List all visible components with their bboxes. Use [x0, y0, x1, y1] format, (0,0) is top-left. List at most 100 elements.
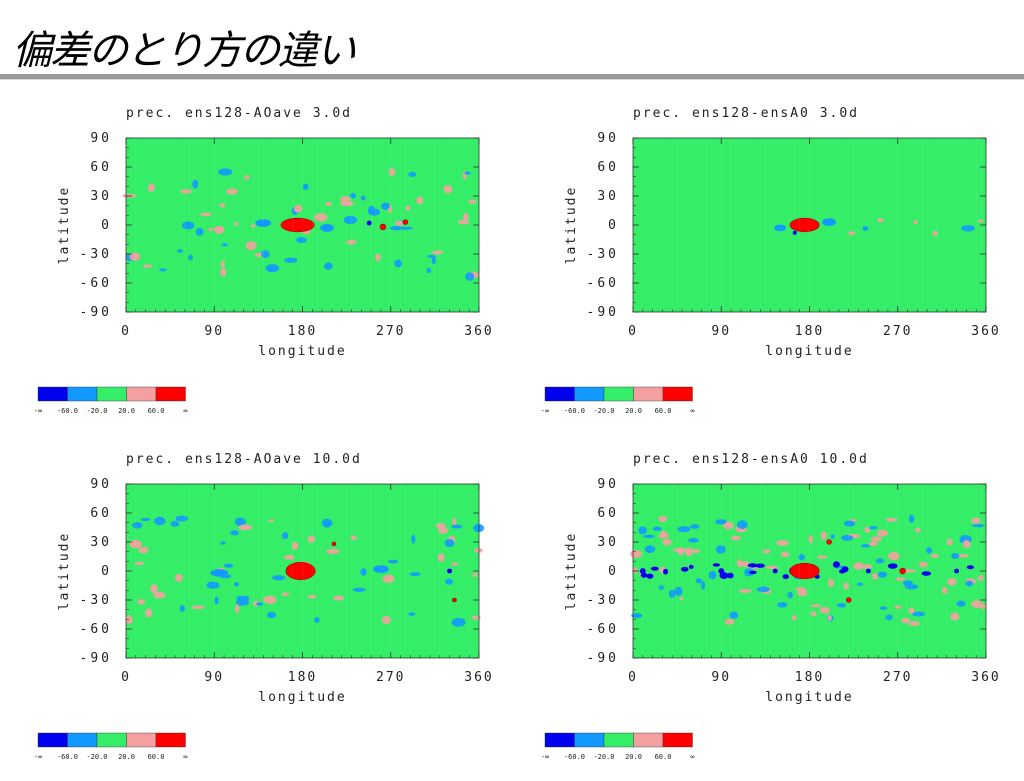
heatmap-anomaly: [677, 526, 691, 533]
heatmap-anomaly: [284, 257, 298, 263]
heatmap-anomaly: [388, 167, 396, 177]
y-tick-label: 90: [597, 477, 619, 492]
heatmap-anomaly: [360, 195, 366, 201]
colorbar-label: ∞: [183, 753, 187, 761]
chart-panel-aoave-10d: prec. ens128-AOave 10.0d 0 90 180 270 360 90 60…: [20, 441, 510, 781]
heatmap-anomaly: [887, 552, 900, 561]
heatmap-anomaly: [845, 597, 852, 603]
heatmap-anomaly: [730, 535, 741, 541]
heatmap-anomaly: [819, 606, 830, 614]
y-tick-label: 30: [597, 535, 619, 550]
heatmap-anomaly: [650, 566, 659, 571]
y-tick-label: 60: [597, 506, 619, 521]
colorbar-swatch: [574, 732, 605, 748]
heatmap-anomaly: [147, 183, 155, 192]
heatmap-anomaly: [860, 564, 873, 569]
heatmap-anomaly: [913, 220, 918, 225]
heatmap-anomaly: [451, 617, 466, 627]
colorbar-swatch: [96, 386, 127, 402]
y-tick-label: 0: [608, 218, 619, 233]
heatmap-anomaly: [408, 612, 416, 616]
heatmap-anomaly: [267, 611, 277, 619]
heatmap-anomaly: [394, 259, 403, 268]
heatmap-anomaly: [188, 254, 193, 261]
heatmap-anomaly: [218, 168, 233, 176]
heatmap-anomaly: [691, 548, 700, 554]
colorbar-swatch: [544, 386, 575, 402]
chart-title: prec. ens128-ensA0 3.0d: [633, 106, 859, 121]
heatmap-anomaly: [389, 226, 404, 231]
heatmap-anomaly: [843, 520, 856, 527]
y-tick-label: -90: [587, 651, 619, 666]
heatmap-anomaly: [451, 524, 463, 529]
y-tick-label: -90: [587, 305, 619, 320]
heatmap-anomaly: [631, 613, 643, 619]
heatmap-anomaly: [140, 517, 151, 522]
heatmap-anomaly: [325, 548, 340, 554]
heatmap-anomaly: [244, 174, 250, 180]
y-tick-label: -30: [80, 593, 112, 608]
heatmap-anomaly: [431, 250, 444, 255]
colorbar-label: -20.0: [86, 753, 107, 761]
heatmap-anomaly: [792, 230, 797, 235]
heatmap-anomaly: [447, 568, 453, 574]
heatmap-anomaly: [860, 544, 871, 548]
colorbar-swatch: [574, 386, 605, 402]
heatmap-anomaly: [472, 572, 478, 578]
heatmap-anomaly: [219, 267, 227, 277]
heatmap-anomaly: [142, 264, 153, 268]
colorbar-label: -20.0: [593, 407, 614, 415]
colorbar-label: 60.0: [655, 407, 672, 415]
heatmap-anomaly: [333, 595, 344, 601]
colorbar-label: -∞: [541, 407, 549, 415]
heatmap-anomaly: [848, 231, 856, 236]
heatmap-anomaly: [839, 569, 846, 574]
heatmap-anomaly: [284, 554, 295, 560]
heatmap-anomaly: [930, 553, 940, 558]
heatmap-anomaly: [238, 524, 253, 531]
colorbar-label: -20.0: [593, 753, 614, 761]
x-tick-label: 270: [376, 670, 405, 685]
heatmap-anomaly: [223, 563, 234, 568]
heatmap-anomaly: [810, 610, 817, 617]
heatmap-anomaly: [394, 220, 404, 226]
y-tick-label: 0: [101, 218, 112, 233]
heatmap-anomaly: [946, 538, 953, 546]
heatmap-anomaly: [324, 262, 333, 270]
heatmap-anomaly: [877, 218, 884, 223]
heatmap-anomaly: [373, 565, 389, 573]
heatmap-anomaly: [153, 591, 166, 599]
heatmap-anomaly: [281, 531, 289, 540]
heatmap-anomaly: [755, 563, 765, 568]
colorbar-label: 60.0: [655, 753, 672, 761]
heatmap-anomaly: [366, 220, 372, 226]
heatmap-anomaly: [774, 224, 786, 232]
x-axis-label: longitude: [258, 690, 346, 705]
heatmap-anomaly: [724, 618, 735, 625]
heatmap-anomaly: [465, 272, 475, 281]
heatmap-anomaly: [463, 212, 469, 221]
x-tick-label: 360: [971, 324, 1000, 339]
heatmap-anomaly: [192, 179, 199, 189]
heatmap-anomaly: [828, 578, 835, 588]
heatmap-anomaly: [387, 559, 399, 564]
y-tick-label: -30: [587, 247, 619, 262]
heatmap-anomaly: [875, 558, 884, 564]
heatmap-anomaly: [314, 213, 328, 222]
heatmap-anomaly: [908, 607, 915, 614]
heatmap-anomaly: [402, 219, 409, 225]
heatmap-anomaly: [808, 535, 814, 544]
heatmap-anomaly: [445, 578, 453, 585]
heatmap-anomaly: [789, 562, 820, 580]
heatmap-anomaly: [471, 615, 481, 620]
heatmap-anomaly: [663, 568, 669, 575]
heatmap-anomaly: [452, 597, 457, 603]
heatmap-anomaly: [680, 566, 689, 572]
heatmap-anomaly: [836, 603, 847, 608]
heatmap-anomaly: [941, 586, 948, 595]
colorbar-label: 60.0: [148, 753, 165, 761]
heatmap-chart: prec. ens128-ensA0 3.0d 0 90 180 270 360 90 60 3…: [541, 106, 1000, 415]
y-tick-label: 60: [90, 160, 112, 175]
heatmap-anomaly: [214, 225, 225, 234]
heatmap-anomaly: [234, 221, 239, 227]
